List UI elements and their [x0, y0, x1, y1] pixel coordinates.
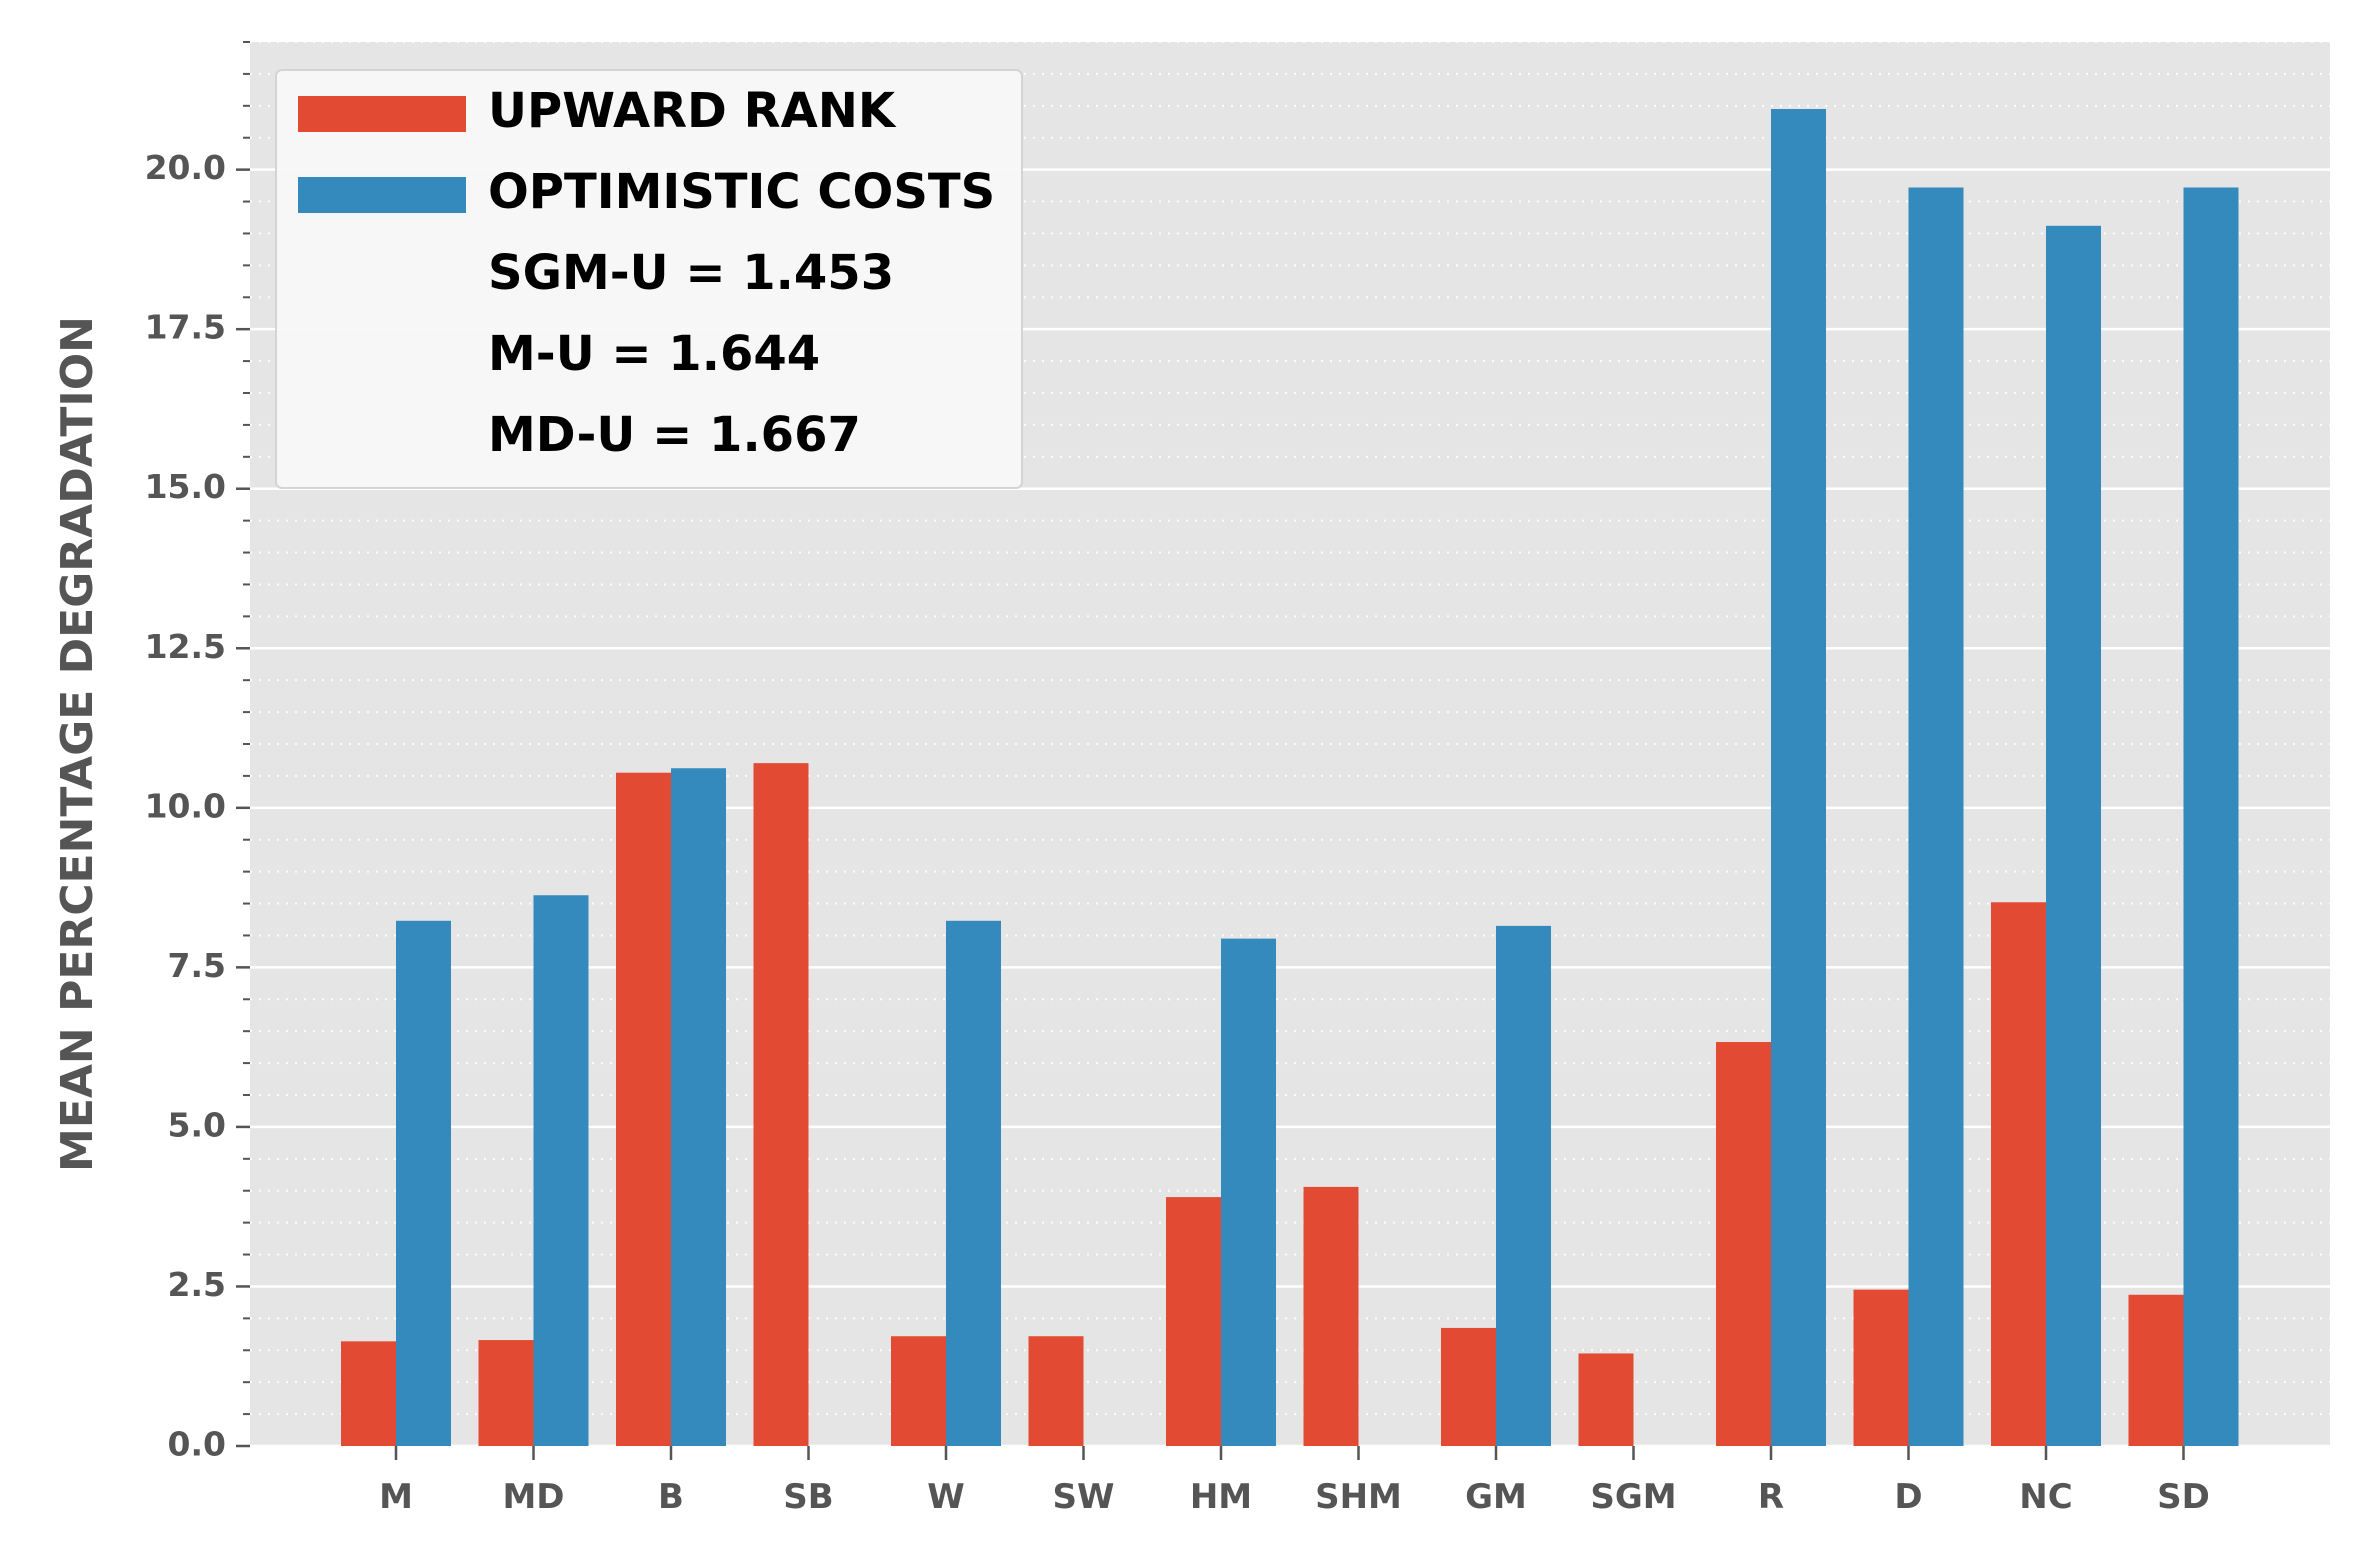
bar-upward-rank-m	[341, 1341, 396, 1446]
bar-optimistic-costs-b	[671, 768, 726, 1446]
y-tick-label: 12.5	[145, 627, 226, 666]
bar-upward-rank-sw	[1028, 1336, 1084, 1446]
bar-upward-rank-gm	[1441, 1327, 1496, 1446]
x-tick-label: D	[1894, 1477, 1922, 1517]
x-tick-label: R	[1758, 1477, 1784, 1517]
x-tick-label: SB	[783, 1477, 833, 1517]
bar-upward-rank-md	[478, 1340, 534, 1446]
bar-upward-rank-shm	[1303, 1186, 1359, 1446]
legend-annotation: M-U = 1.644	[488, 326, 820, 382]
legend-swatch	[298, 96, 466, 132]
bar-upward-rank-b	[616, 772, 671, 1446]
bar-optimistic-costs-nc	[2046, 225, 2101, 1446]
y-tick-label: 7.5	[168, 946, 226, 985]
y-tick-label: 2.5	[168, 1265, 226, 1304]
bar-optimistic-costs-gm	[1496, 925, 1551, 1446]
bar-upward-rank-r	[1716, 1042, 1771, 1446]
bar-upward-rank-sd	[2128, 1294, 2184, 1446]
x-tick-label: MD	[502, 1477, 564, 1517]
bar-optimistic-costs-d	[1908, 187, 1964, 1446]
x-tick-label: SD	[2157, 1477, 2210, 1517]
legend-annotation: SGM-U = 1.453	[488, 245, 894, 301]
legend: UPWARD RANK OPTIMISTIC COSTS SGM-U = 1.453…	[275, 69, 1023, 489]
y-tick-label: 10.0	[145, 786, 226, 825]
x-tick-label: B	[658, 1477, 684, 1517]
x-tick-label: W	[927, 1477, 965, 1517]
bar-optimistic-costs-hm	[1221, 938, 1276, 1446]
bar-optimistic-costs-sd	[2183, 187, 2239, 1446]
legend-box	[275, 69, 1023, 489]
x-axis: M MD B SB W SW HM SHM GM SGM R D NC SD	[379, 1446, 2210, 1517]
bar-upward-rank-sgm	[1578, 1353, 1634, 1446]
bar-upward-rank-d	[1853, 1289, 1909, 1446]
y-axis: 0.0 2.5 5.0 7.5 10.0 12.5 15.0 17.5 20.0	[145, 41, 250, 1464]
bar-upward-rank-hm	[1166, 1197, 1221, 1446]
x-tick-label: SGM	[1590, 1477, 1676, 1517]
legend-swatch	[298, 177, 466, 213]
y-tick-label: 20.0	[145, 148, 226, 187]
bar-upward-rank-nc	[1991, 902, 2046, 1446]
bar-optimistic-costs-m	[396, 920, 451, 1446]
legend-annotation: MD-U = 1.667	[488, 407, 861, 463]
x-tick-label: SW	[1053, 1477, 1115, 1517]
bar-optimistic-costs-r	[1771, 109, 1826, 1447]
y-axis-label: MEAN PERCENTAGE DEGRADATION	[52, 316, 103, 1172]
bar-upward-rank-sb	[753, 763, 809, 1446]
bar-optimistic-costs-md	[533, 895, 589, 1446]
legend-label: UPWARD RANK	[488, 83, 897, 139]
x-tick-label: M	[379, 1477, 413, 1517]
y-tick-label: 0.0	[168, 1425, 226, 1464]
x-tick-label: HM	[1190, 1477, 1252, 1517]
y-tick-label: 5.0	[168, 1105, 226, 1144]
bar-upward-rank-w	[891, 1336, 946, 1446]
x-tick-label: GM	[1465, 1477, 1527, 1517]
y-tick-label: 17.5	[145, 308, 226, 347]
x-tick-label: SHM	[1315, 1477, 1402, 1517]
bars	[341, 109, 2239, 1447]
bar-optimistic-costs-w	[946, 920, 1001, 1446]
y-tick-label: 15.0	[145, 467, 226, 506]
legend-label: OPTIMISTIC COSTS	[488, 164, 995, 220]
x-tick-label: NC	[2019, 1477, 2072, 1517]
